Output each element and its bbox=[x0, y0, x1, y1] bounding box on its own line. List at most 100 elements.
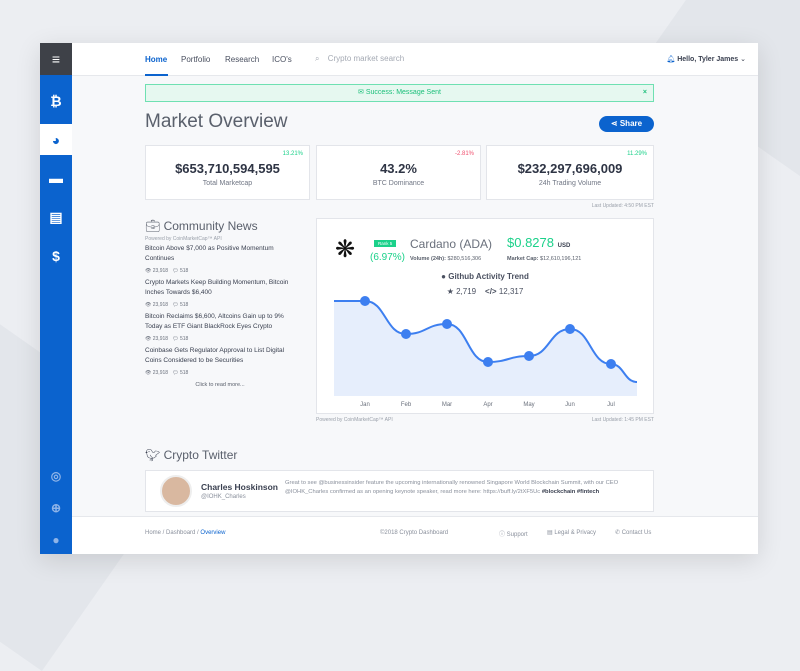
stat-label: BTC Dominance bbox=[372, 180, 425, 187]
cardano-logo: ❋ bbox=[335, 236, 356, 263]
dollar-icon[interactable]: $ bbox=[52, 248, 60, 264]
search-icon: ⌕ bbox=[315, 54, 322, 63]
legal-link[interactable]: ▤ Legal & Privacy bbox=[547, 530, 597, 536]
trend-title: ● Github Activity Trend bbox=[441, 272, 529, 281]
activity-chart: Jan Feb Mar Apr May Jun Jul bbox=[334, 296, 638, 408]
breadcrumb: Home / Dashboard / Overview bbox=[145, 530, 226, 536]
x-tick-label: May bbox=[523, 402, 534, 408]
eye-icon: 👁︎ bbox=[145, 336, 152, 342]
list-item[interactable]: Bitcoin Reclaims $6,600, Altcoins Gain u… bbox=[145, 313, 284, 342]
eye-icon: 👁︎ bbox=[145, 268, 152, 274]
close-icon[interactable]: × bbox=[642, 89, 647, 96]
tweet-author: Charles Hoskinson bbox=[201, 482, 278, 492]
comments-icon: 💬︎ bbox=[172, 302, 179, 308]
success-alert: ✉ Success: Message Sent × bbox=[145, 84, 654, 102]
read-more-link[interactable]: Click to read more... bbox=[195, 382, 245, 388]
eye-icon: 👁︎ bbox=[145, 370, 152, 376]
coin-mcap: $12,610,196,121 bbox=[540, 256, 582, 262]
user-greeting: Hello, Tyler James bbox=[677, 56, 739, 63]
star-icon: ★ bbox=[446, 287, 454, 296]
chart-updated: Last Updated: 1:45 PM EST bbox=[591, 417, 654, 423]
stat-change: -2.81% bbox=[454, 151, 474, 157]
tweet-text: Great to see @businessinsider feature th… bbox=[285, 480, 619, 495]
list-item[interactable]: Bitcoin Above $7,000 as Positive Momentu… bbox=[145, 245, 274, 274]
code-icon: </> bbox=[485, 287, 497, 296]
coin-change: (6.97%) bbox=[370, 252, 406, 263]
rank-badge: Rank 5 bbox=[374, 240, 397, 247]
dribbble-icon[interactable]: ⊕ bbox=[50, 501, 62, 515]
crumb-home[interactable]: Home bbox=[145, 530, 162, 536]
comments-icon: 💬︎ bbox=[172, 370, 179, 376]
x-tick-label: Mar bbox=[442, 402, 452, 408]
tweet-handle: @IOHK_Charles bbox=[201, 494, 246, 500]
stars-count: 2,719 bbox=[456, 287, 477, 296]
coin-volume: $280,516,306 bbox=[447, 256, 482, 262]
chart-point[interactable] bbox=[401, 329, 411, 339]
list-item[interactable]: Coinbase Gets Regulator Approval to List… bbox=[145, 347, 285, 376]
footer: Home / Dashboard / Overview ©2018 Crypto… bbox=[72, 516, 758, 554]
crumb-dashboard[interactable]: Dashboard bbox=[166, 530, 196, 536]
bell-icon[interactable]: 🔔︎ bbox=[666, 56, 676, 63]
stat-value: $653,710,594,595 bbox=[175, 161, 280, 176]
coin-price: $0.8278 USD bbox=[507, 235, 571, 250]
coin-name: Cardano (ADA) bbox=[410, 237, 493, 251]
chart-point[interactable] bbox=[360, 296, 370, 306]
stat-value: 43.2% bbox=[380, 161, 417, 176]
chart-area bbox=[334, 301, 637, 396]
stat-change: 11.29% bbox=[627, 151, 647, 157]
user-menu[interactable]: 🔔︎ Hello, Tyler James ⌄ bbox=[666, 55, 746, 63]
stat-change: 13.21% bbox=[282, 151, 303, 157]
stats-updated: Last Updated: 4:50 PM EST bbox=[591, 203, 654, 209]
news-title: 💼︎ Community News bbox=[145, 219, 258, 233]
chart-point[interactable] bbox=[565, 324, 575, 334]
tweet-card[interactable]: Charles Hoskinson @IOHK_Charles Great to… bbox=[145, 470, 654, 512]
bitcoin-icon[interactable]: ₿ bbox=[50, 93, 62, 109]
github-icon: ● bbox=[441, 272, 446, 281]
chart-point[interactable] bbox=[524, 351, 534, 361]
chart-powered: Powered by CoinMarketCap™ API bbox=[316, 417, 393, 423]
stat-card: -2.81% 43.2% BTC Dominance bbox=[316, 145, 481, 200]
crumb-current: Overview bbox=[200, 530, 226, 536]
menu-icon[interactable]: ≡ bbox=[40, 43, 72, 75]
avatar bbox=[160, 475, 192, 507]
x-tick-label: Jun bbox=[565, 402, 575, 408]
comments-icon: 💬︎ bbox=[172, 336, 179, 342]
commits-count: 12,317 bbox=[498, 287, 524, 296]
top-nav: Home Portfolio Research ICO's ⌕ Crypto m… bbox=[72, 43, 758, 76]
contact-link[interactable]: ✆ Contact Us bbox=[615, 530, 652, 536]
tab-home[interactable]: Home bbox=[145, 55, 168, 64]
chart-point[interactable] bbox=[483, 357, 493, 367]
comments-icon: 💬︎ bbox=[172, 268, 179, 274]
tab-icos[interactable]: ICO's bbox=[272, 55, 292, 64]
tab-portfolio[interactable]: Portfolio bbox=[181, 55, 211, 64]
wallet-icon[interactable]: ▬ bbox=[49, 170, 63, 186]
stat-label: Total Marketcap bbox=[202, 180, 253, 187]
github-icon[interactable]: ● bbox=[52, 533, 60, 547]
x-tick-label: Feb bbox=[401, 402, 412, 408]
alert-text: Success: Message Sent bbox=[365, 89, 441, 96]
app-window: ≡ ₿ ◕ ▬ ▤ $ ◎ ⊕ ● Home Portfolio Researc… bbox=[40, 43, 758, 554]
chevron-down-icon: ⌄ bbox=[740, 56, 746, 63]
support-link[interactable]: ⓘ Support bbox=[499, 532, 528, 538]
page-title: Market Overview bbox=[145, 111, 288, 132]
chart-point[interactable] bbox=[442, 319, 452, 329]
card-icon[interactable]: ▤ bbox=[49, 208, 63, 225]
search-placeholder: Crypto market search bbox=[327, 54, 405, 63]
list-item[interactable]: Crypto Markets Keep Building Momentum, B… bbox=[145, 279, 289, 308]
stat-card: 13.21% $653,710,594,595 Total Marketcap bbox=[145, 145, 310, 200]
instagram-icon[interactable]: ◎ bbox=[50, 469, 62, 483]
copyright: ©2018 Crypto Dashboard bbox=[380, 530, 449, 536]
x-tick-label: Jul bbox=[607, 402, 615, 408]
x-tick-label: Apr bbox=[483, 402, 492, 408]
active-tab-indicator bbox=[145, 74, 168, 76]
tab-research[interactable]: Research bbox=[225, 55, 260, 64]
pie-chart-icon[interactable]: ◕ bbox=[40, 124, 72, 155]
briefcase-icon: 💼︎ bbox=[145, 219, 161, 233]
news-list: Bitcoin Above $7,000 as Positive Momentu… bbox=[145, 244, 295, 390]
twitter-title: 🐦︎ Crypto Twitter bbox=[145, 448, 238, 462]
search-input[interactable]: ⌕ Crypto market search bbox=[315, 54, 404, 64]
share-button[interactable]: ⋖ Share bbox=[599, 116, 654, 132]
coin-card: ❋ Rank 5 (6.97%) Cardano (ADA) Volume (2… bbox=[316, 218, 654, 414]
chart-point[interactable] bbox=[606, 359, 616, 369]
x-tick-label: Jan bbox=[360, 402, 370, 408]
